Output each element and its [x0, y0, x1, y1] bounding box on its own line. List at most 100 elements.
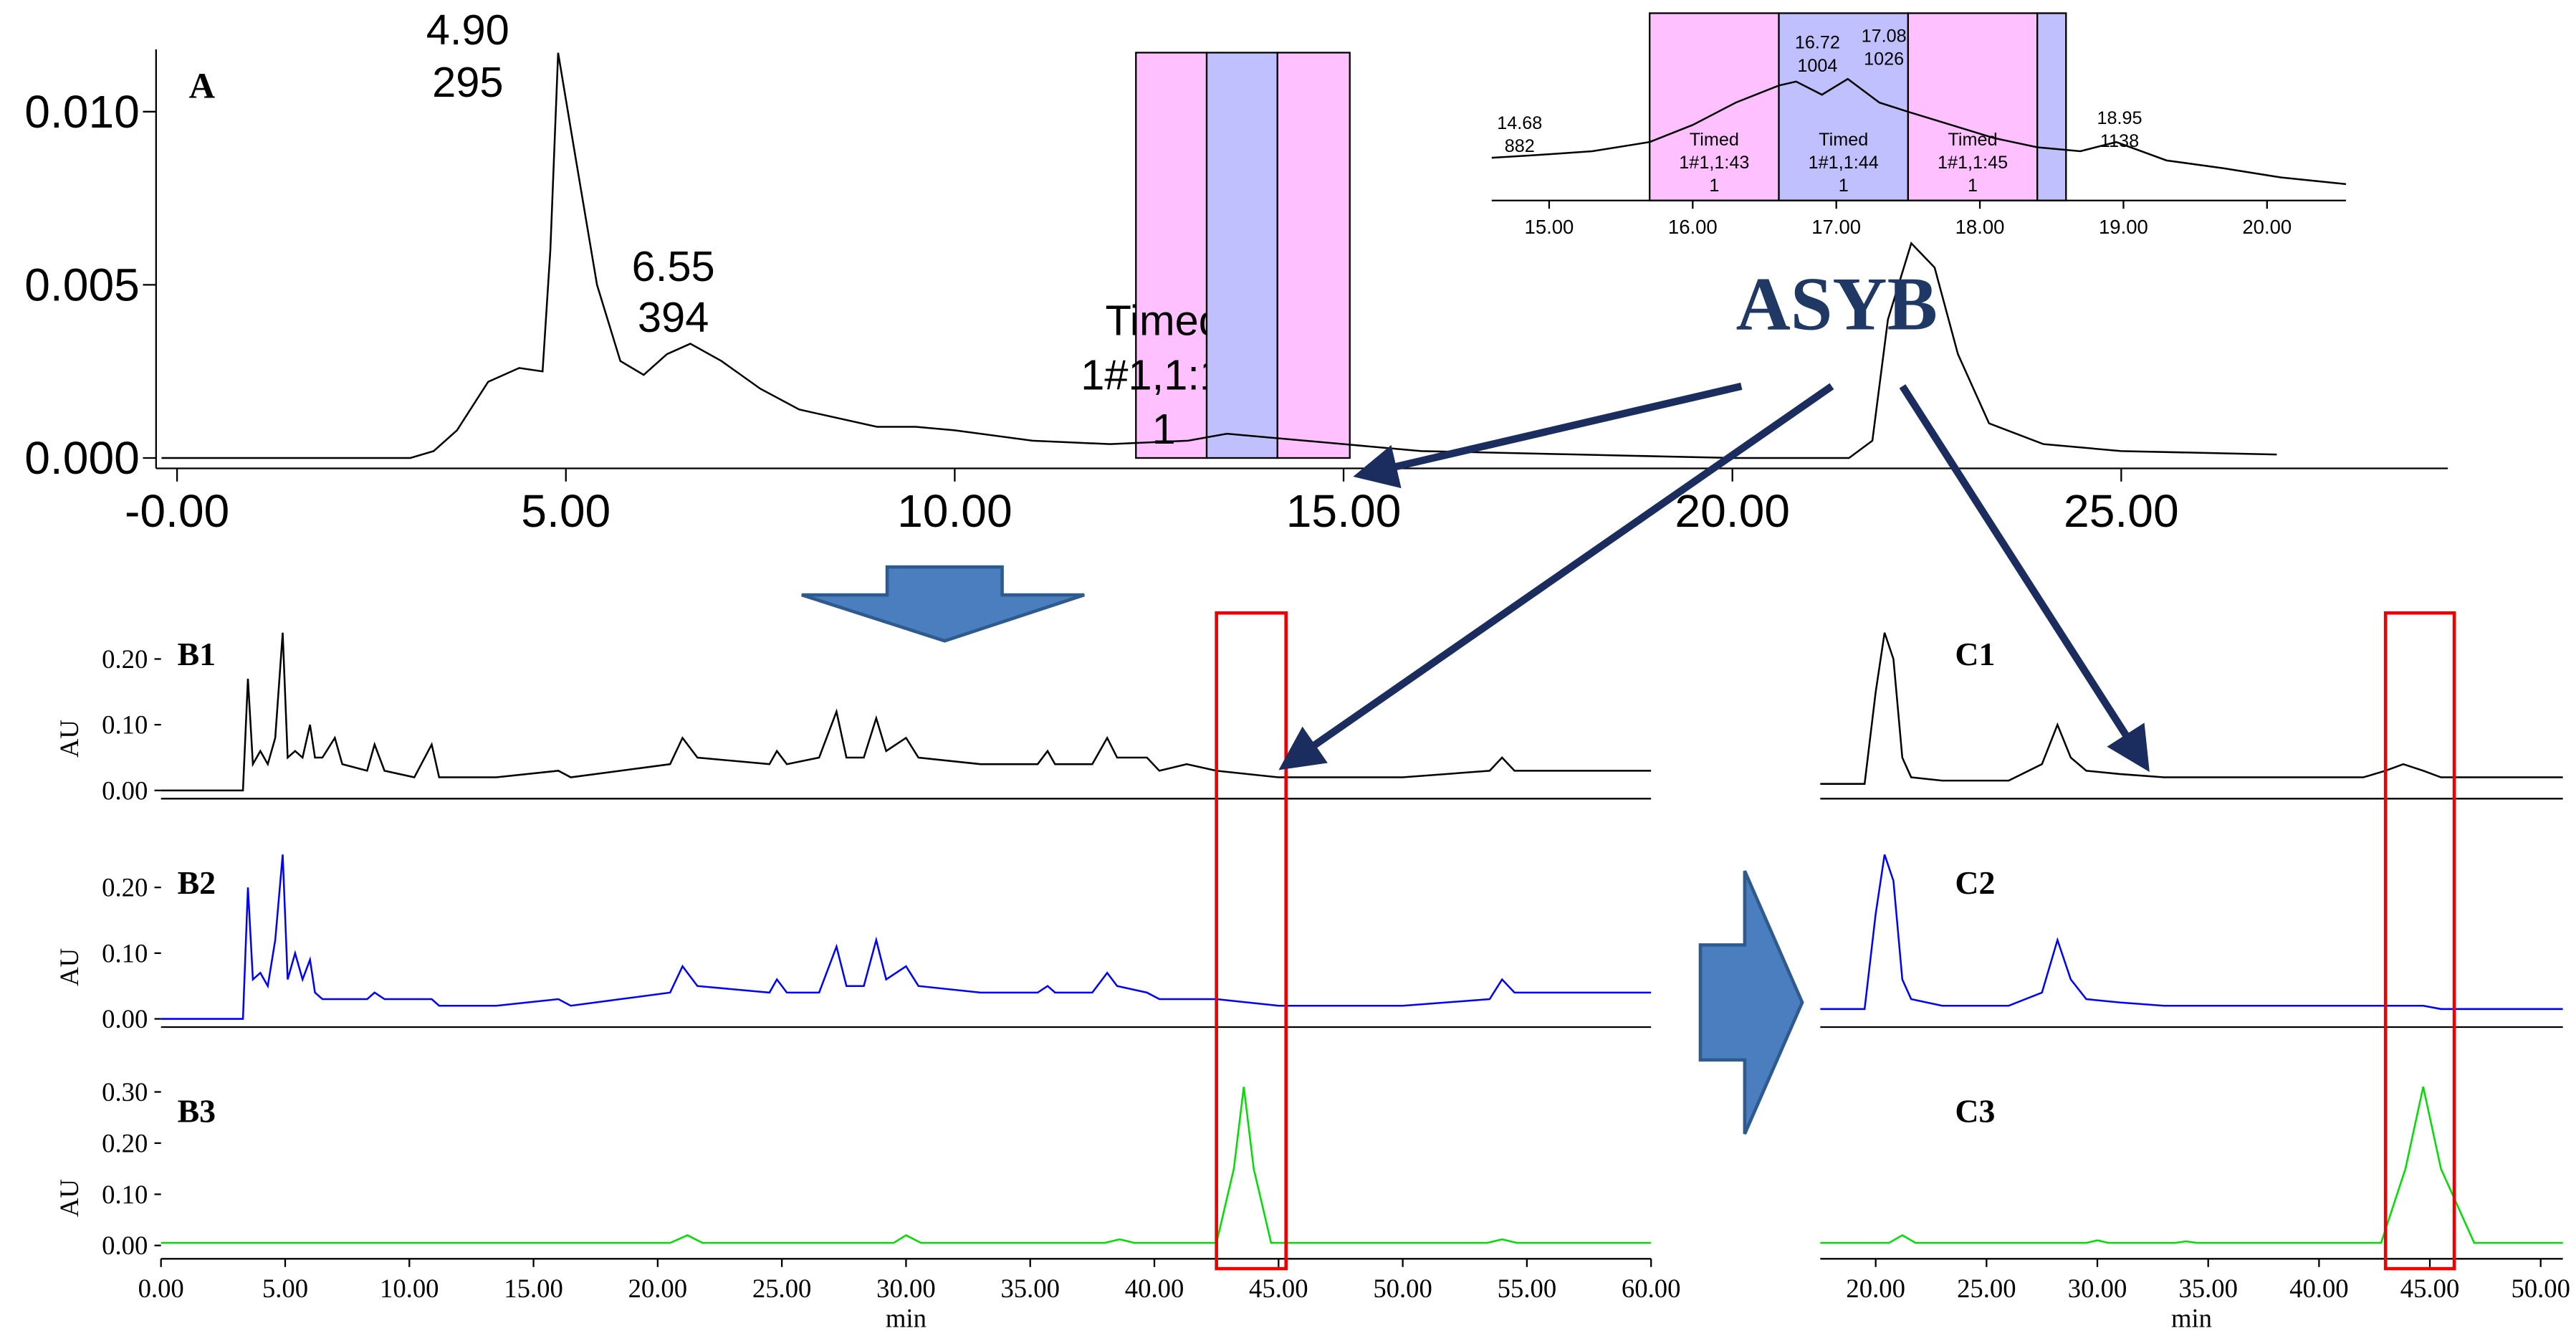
panel-label: C1 — [1955, 636, 1995, 672]
trace — [1491, 77, 2347, 186]
fraction-label: 1#1,1:44 — [1809, 153, 1879, 173]
x-tick-label: 20.00 — [628, 1274, 688, 1303]
x-tick-label: 55.00 — [1498, 1274, 1557, 1303]
fraction-label: 1#1,1:45 — [1938, 153, 2008, 173]
fraction-band — [1907, 12, 2039, 201]
down-arrow — [801, 565, 1085, 643]
trace — [161, 854, 1652, 1020]
right-arrow — [1698, 870, 1804, 1135]
highlight-box — [2383, 611, 2456, 1271]
x-tick-label: 19.00 — [2099, 216, 2148, 238]
y-tick-label: 0.00 — [102, 776, 148, 805]
fraction-label: 1#1,1:43 — [1679, 153, 1749, 173]
y-tick-label: 0.20 — [102, 1128, 148, 1158]
peak-time-label: 4.90 — [426, 6, 509, 54]
fraction-label: 1 — [1839, 176, 1849, 196]
x-tick-label: 30.00 — [876, 1274, 936, 1303]
peak-value-label: 1026 — [1864, 49, 1904, 70]
x-tick-label: 25.00 — [752, 1274, 812, 1303]
y-tick-label: 0.00 — [102, 1004, 148, 1034]
peak-value-label: 882 — [1505, 136, 1535, 156]
panel-label: B3 — [178, 1092, 216, 1129]
peak-time-label: 6.55 — [632, 242, 715, 290]
peak-value-label: 1004 — [1797, 56, 1837, 76]
panel-label: B1 — [178, 636, 216, 672]
x-tick-label: 15.00 — [504, 1274, 563, 1303]
pointer-arrow — [1899, 384, 2150, 773]
x-tick-label: 20.00 — [1675, 485, 1790, 537]
fraction-label: 1 — [1152, 405, 1176, 453]
panel-label: C3 — [1955, 1092, 1995, 1129]
x-tick-label: 50.00 — [1373, 1274, 1432, 1303]
trace — [161, 52, 2277, 459]
x-tick-label: 16.00 — [1668, 216, 1718, 238]
peak-time-label: 18.95 — [2097, 108, 2142, 128]
fraction-label: Timed — [1819, 130, 1868, 150]
y-axis-label: AU — [54, 948, 84, 986]
x-tick-label: 50.00 — [2511, 1274, 2570, 1303]
fraction-label: Timed — [1106, 297, 1222, 345]
x-tick-label: 15.00 — [1525, 216, 1574, 238]
x-tick-label: 60.00 — [1622, 1274, 1681, 1303]
x-tick-label: 35.00 — [2178, 1274, 2238, 1303]
trace — [161, 632, 1652, 792]
pointer-arrow — [1278, 383, 1834, 770]
x-tick-label: 10.00 — [380, 1274, 439, 1303]
panel-label: A — [189, 65, 216, 105]
panel-label: B2 — [178, 864, 216, 901]
y-tick-label: 0.10 — [102, 710, 148, 740]
fraction-label: 1 — [1968, 176, 1978, 196]
x-tick-label: 45.00 — [1249, 1274, 1308, 1303]
x-tick-label: 18.00 — [1955, 216, 2005, 238]
y-tick-label: 0.000 — [24, 432, 140, 484]
x-tick-label: 5.00 — [521, 485, 611, 537]
y-tick-label: 0.10 — [102, 1180, 148, 1209]
fraction-label: Timed — [1948, 130, 1997, 150]
x-tick-label: 25.00 — [1957, 1274, 2016, 1303]
peak-value-label: 295 — [432, 58, 503, 106]
x-tick-label: 15.00 — [1286, 485, 1402, 537]
x-tick-label: -0.00 — [125, 485, 229, 537]
x-tick-label: 10.00 — [897, 485, 1012, 537]
trace — [161, 1087, 1652, 1244]
x-tick-label: 40.00 — [1125, 1274, 1184, 1303]
x-tick-label: 35.00 — [1000, 1274, 1060, 1303]
fraction-band — [2036, 12, 2067, 201]
y-tick-label: 0.20 — [102, 873, 148, 902]
y-tick-label: 0.005 — [24, 259, 140, 310]
fraction-label: 1 — [1709, 176, 1719, 196]
pointer-arrow — [1353, 382, 1743, 489]
x-tick-label: 20.00 — [1846, 1274, 1905, 1303]
panel-label: C2 — [1955, 864, 1995, 901]
x-tick-label: 30.00 — [2068, 1274, 2127, 1303]
fraction-label: Timed — [1690, 130, 1739, 150]
peak-value-label: 1138 — [2100, 131, 2139, 151]
y-tick-label: 0.00 — [102, 1231, 148, 1260]
peak-time-label: 17.08 — [1862, 27, 1907, 47]
trace — [1820, 854, 2563, 1011]
highlight-box — [1215, 611, 1288, 1271]
y-tick-label: 0.20 — [102, 644, 148, 674]
x-tick-label: 25.00 — [2064, 485, 2179, 537]
pointer-arrows — [1278, 382, 2150, 773]
x-tick-label: 5.00 — [262, 1274, 308, 1303]
fraction-band — [1276, 52, 1351, 459]
fraction-band — [1135, 52, 1208, 459]
x-tick-label: 40.00 — [2289, 1274, 2349, 1303]
y-tick-label: 0.30 — [102, 1077, 148, 1107]
peak-time-label: 14.68 — [1497, 113, 1542, 133]
compound-label: ASYB — [1736, 262, 1938, 346]
fraction-band — [1778, 12, 1910, 201]
x-tick-label: 20.00 — [2242, 216, 2292, 238]
x-tick-label: 17.00 — [1811, 216, 1861, 238]
y-tick-label: 0.10 — [102, 938, 148, 968]
peak-value-label: 394 — [638, 293, 709, 341]
y-axis-label: AU — [54, 1179, 84, 1217]
trace — [1820, 632, 2563, 785]
x-axis-label: min — [2171, 1303, 2212, 1332]
peak-time-label: 16.72 — [1795, 33, 1840, 53]
x-axis-label: min — [886, 1303, 927, 1332]
